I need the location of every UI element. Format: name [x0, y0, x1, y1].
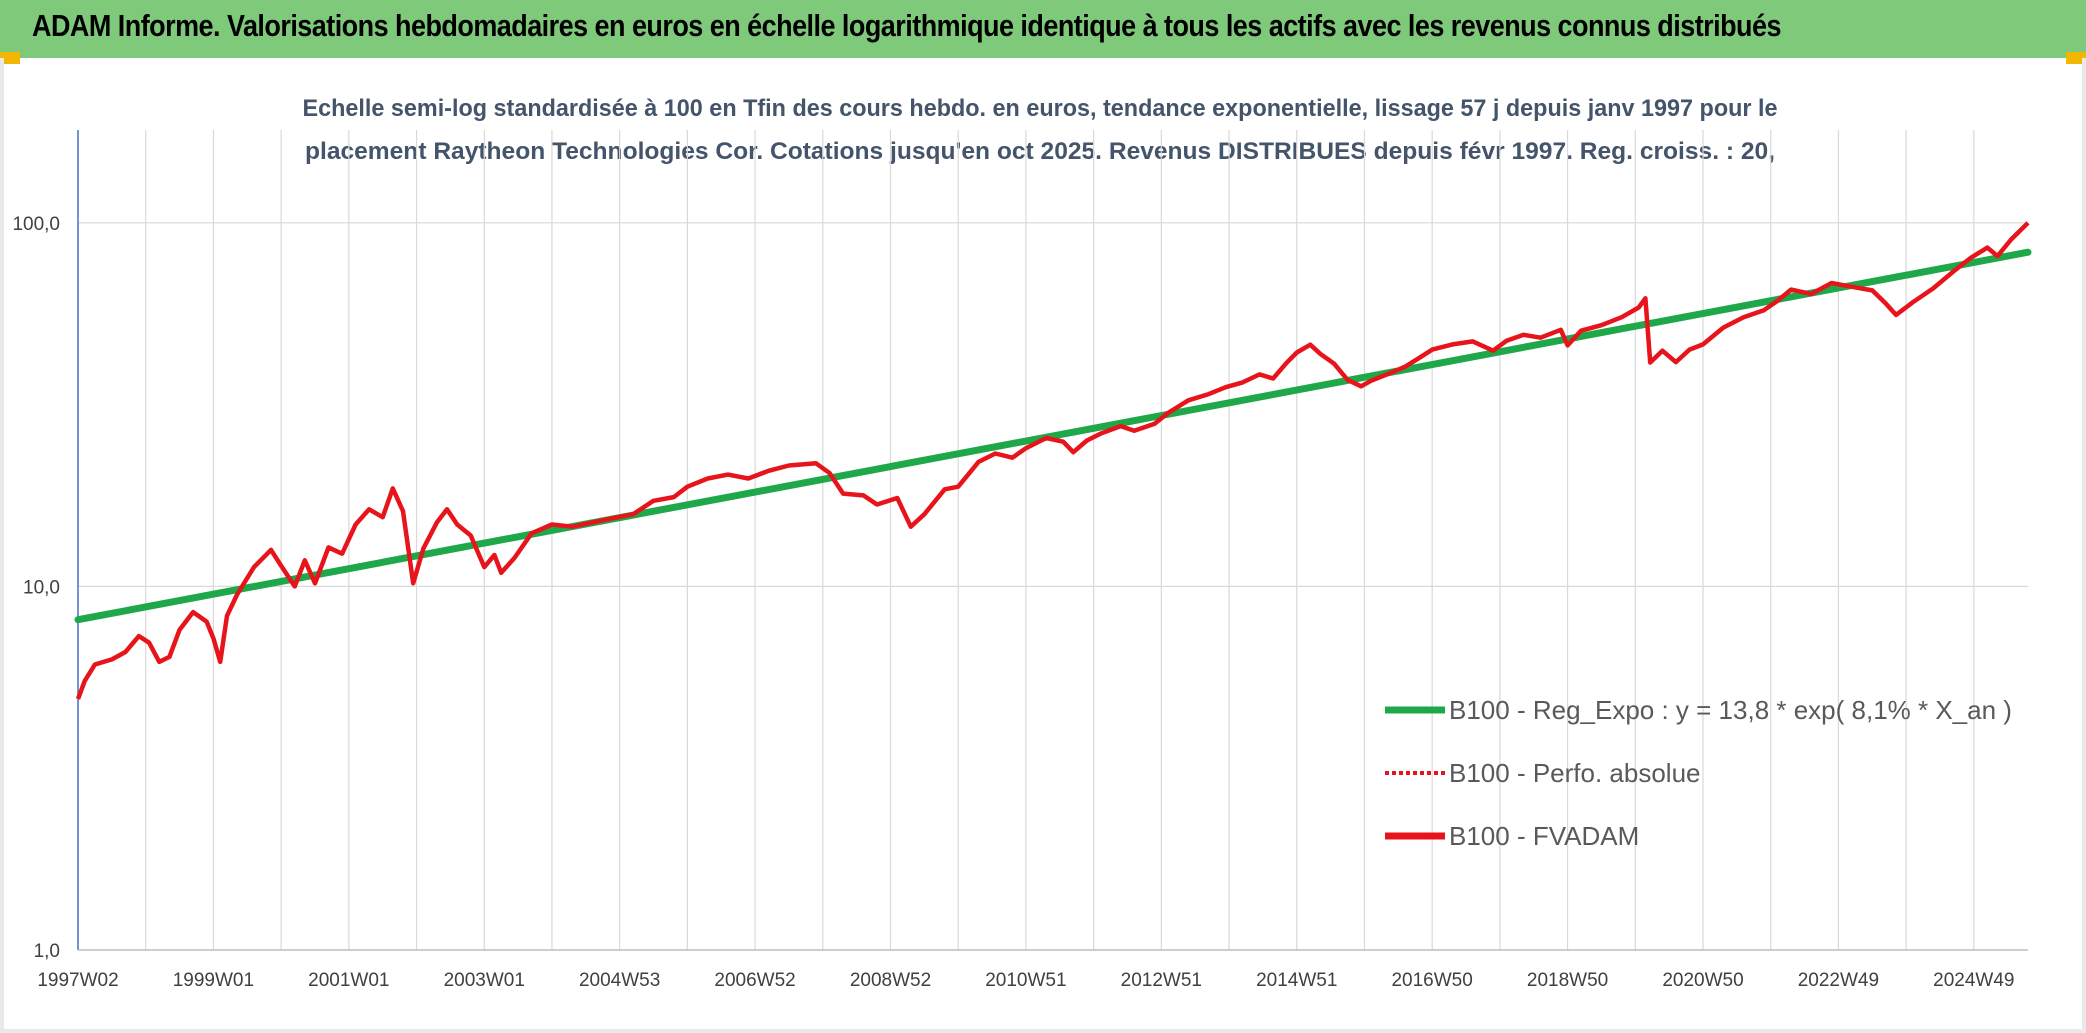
- y-tick-label: 1,0: [34, 941, 60, 962]
- series-regression-line: [74, 248, 2032, 624]
- chart-frame: [0, 58, 2086, 1033]
- x-tick-label: 2022W49: [1798, 970, 1879, 991]
- x-tick-label: 2008W52: [850, 970, 931, 991]
- y-tick-label: 10,0: [23, 577, 60, 598]
- report-title: ADAM Informe. Valorisations hebdomadaire…: [32, 8, 1781, 43]
- x-tick-label: 2006W52: [714, 970, 795, 991]
- x-tick-label: 2024W49: [1933, 970, 2014, 991]
- x-tick-label: 1999W01: [173, 970, 254, 991]
- chart-title-line-1: Echelle semi-log standardisée à 100 en T…: [303, 95, 1778, 122]
- legend-label-fvadam: B100 - FVADAM: [1449, 821, 1639, 851]
- x-tick-label: 2010W51: [985, 970, 1066, 991]
- x-tick-label: 2003W01: [444, 970, 525, 991]
- x-tick-label: 1997W02: [37, 970, 118, 991]
- series-fvadam-line: [75, 221, 2030, 700]
- y-tick-label: 100,0: [12, 214, 60, 235]
- x-tick-label: 2014W51: [1256, 970, 1337, 991]
- corner-accent-right: [2066, 52, 2086, 64]
- x-tick-label: 2004W53: [579, 970, 660, 991]
- legend-label-perfo: B100 - Perfo. absolue: [1449, 758, 1701, 788]
- x-tick-label: 2012W51: [1121, 970, 1202, 991]
- corner-accent-left: [0, 52, 20, 64]
- x-tick-label: 2020W50: [1662, 970, 1743, 991]
- header-banner: ADAM Informe. Valorisations hebdomadaire…: [0, 0, 2086, 58]
- x-tick-label: 2001W01: [308, 970, 389, 991]
- legend-label-regression: B100 - Reg_Expo : y = 13,8 * exp( 8,1% *…: [1449, 695, 2012, 725]
- x-tick-label: 2016W50: [1391, 970, 1472, 991]
- x-tick-label: 2018W50: [1527, 970, 1608, 991]
- chart-title-line-2: placement Raytheon Technologies Cor. Cot…: [305, 138, 1775, 165]
